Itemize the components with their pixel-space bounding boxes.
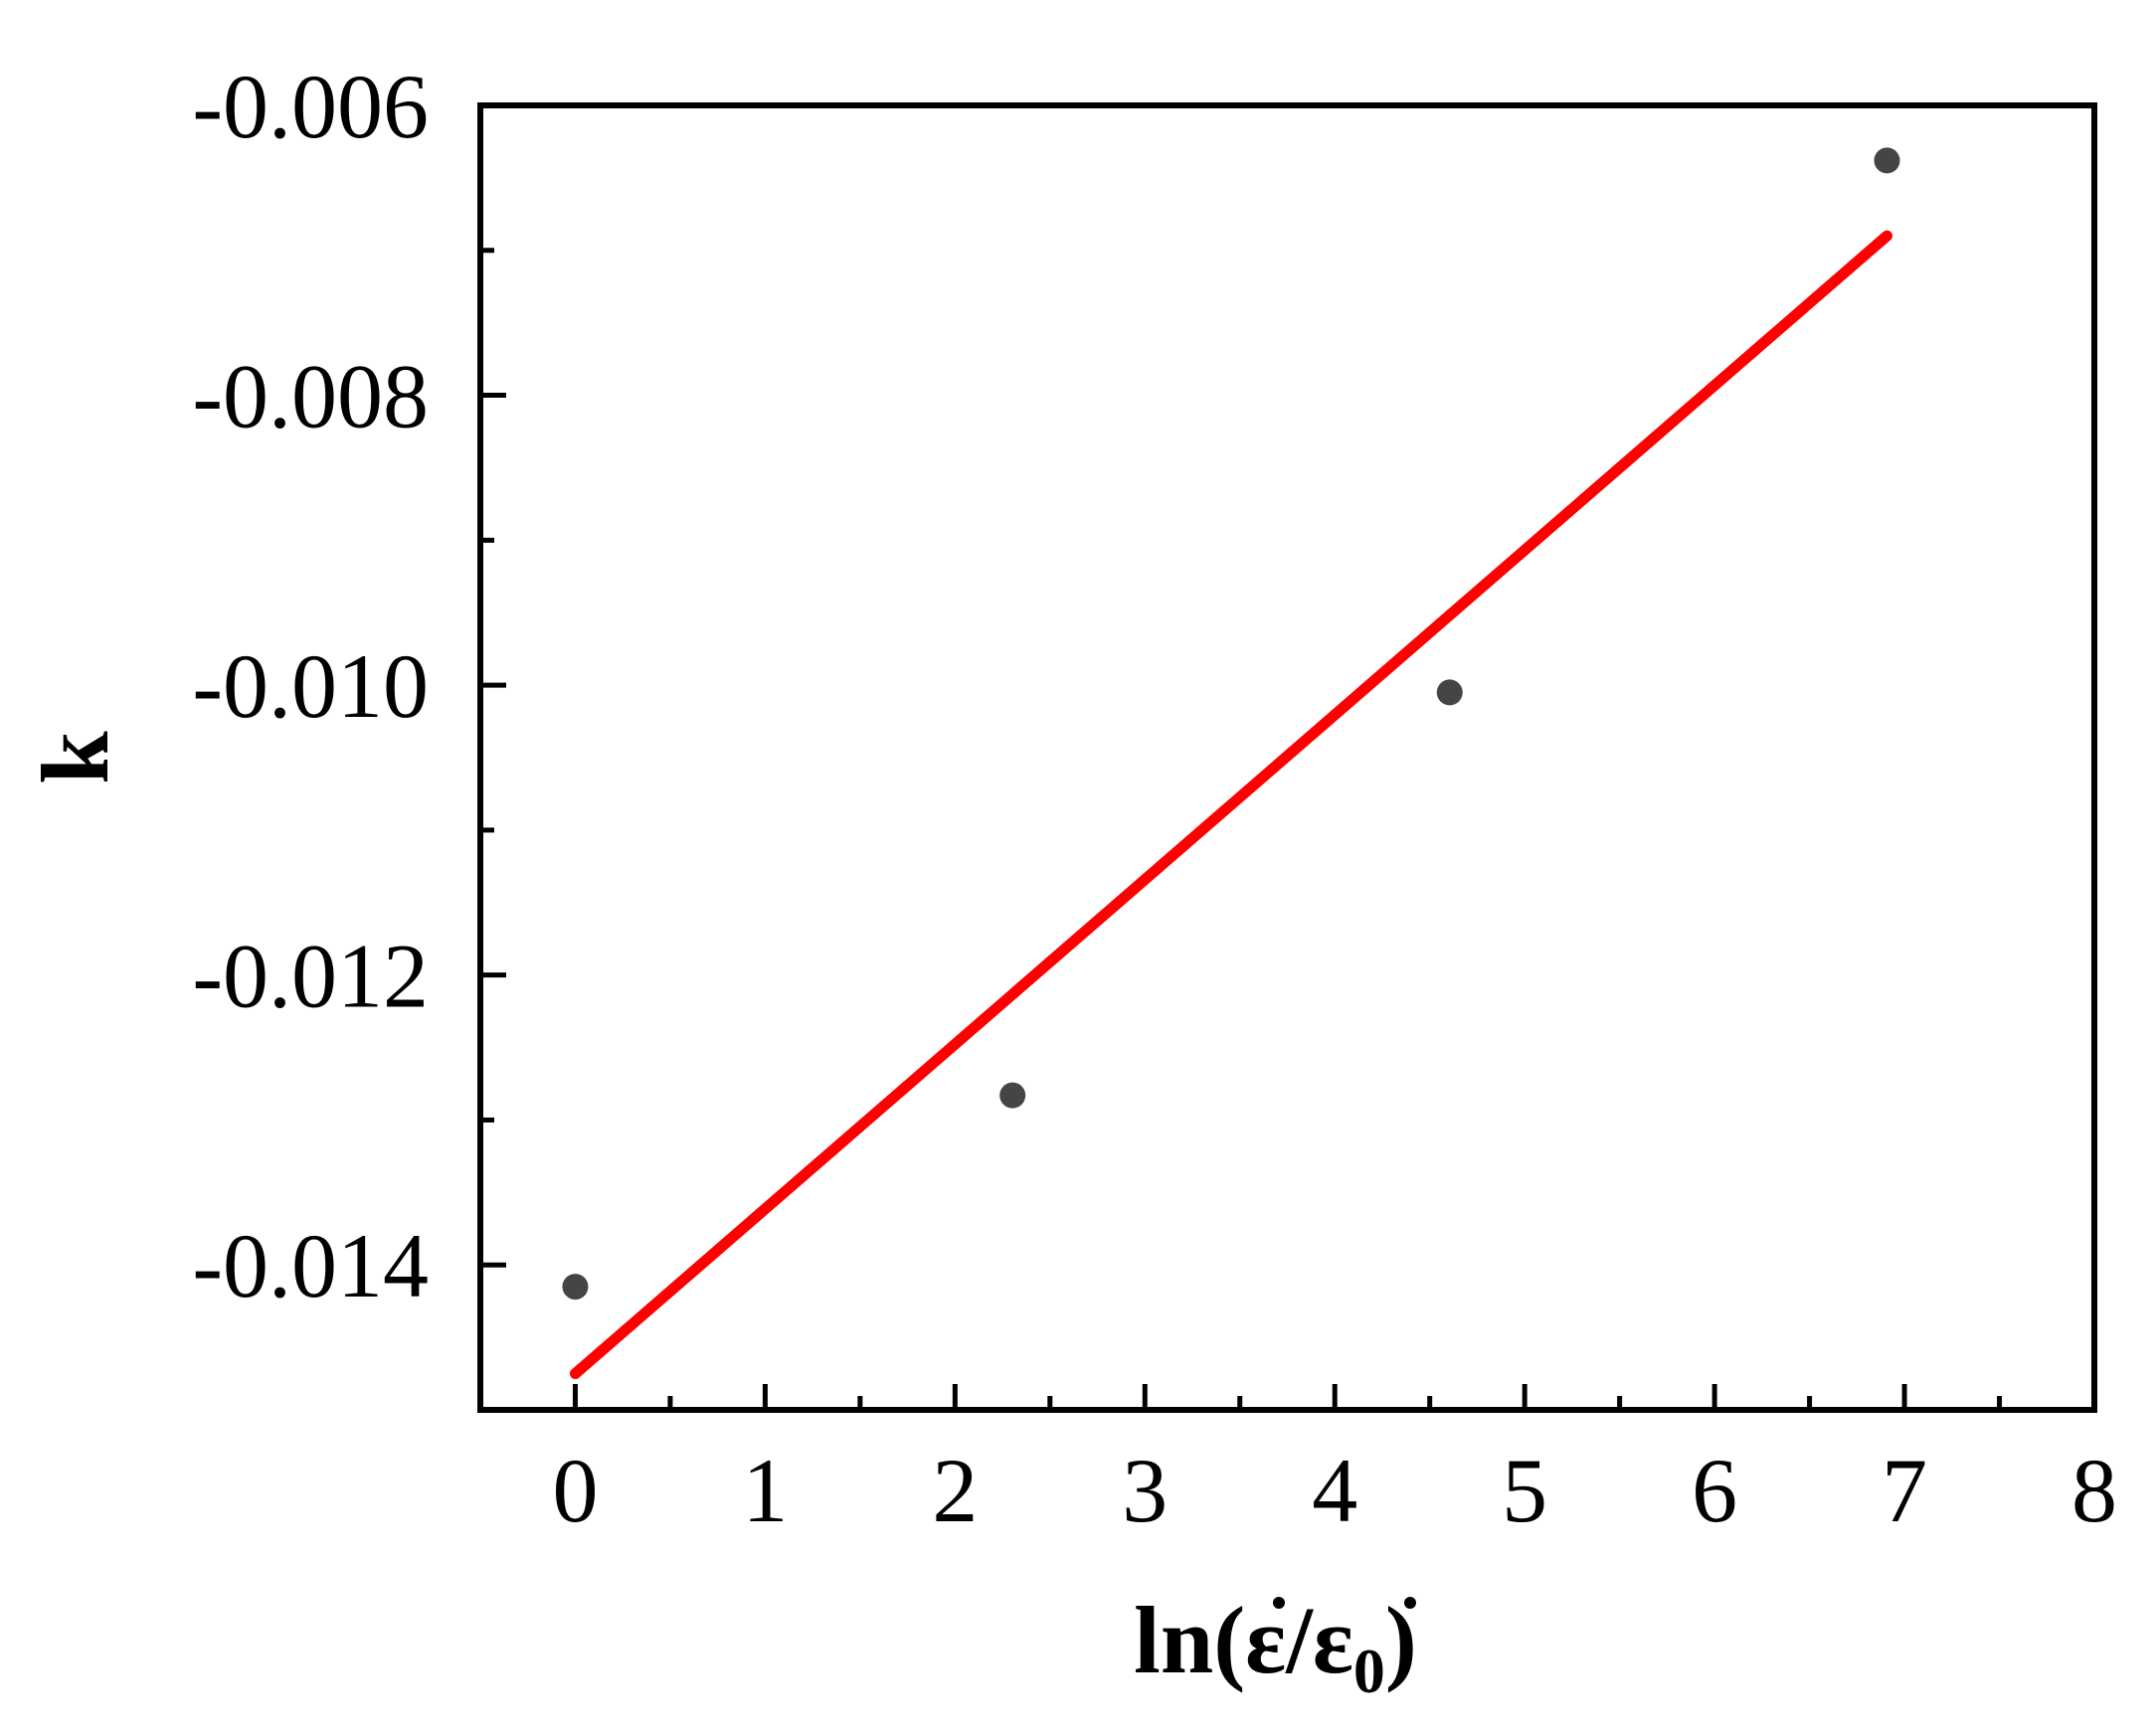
x-tick-label: 1 [742,1440,788,1541]
axis-titles: k ln(ε/ε0) [22,731,1417,1706]
y-tick-label: -0.006 [192,56,429,157]
plot-frame [477,102,2097,1413]
series-layer [562,147,1900,1380]
x-tick-label: 0 [552,1440,598,1541]
y-tick-label: -0.014 [192,1215,429,1316]
x-tick-label: 7 [1882,1440,1927,1541]
x-tick-label: 6 [1692,1440,1737,1541]
x-axis: 0 1 2 3 4 5 6 7 8 [477,1384,2117,1541]
data-point [1874,147,1900,174]
y-tick-label: -0.008 [192,346,429,447]
data-point [999,1082,1026,1109]
x-axis-title-denominator: ε [1313,1587,1353,1693]
x-axis-title-slash: / [1285,1587,1314,1693]
data-point [1436,679,1463,706]
x-axis-title-rate-dots [1273,1597,1416,1609]
x-axis-title-subscript: 0 [1353,1636,1385,1706]
fit-line [569,230,1892,1380]
x-tick-label: 4 [1312,1440,1357,1541]
x-tick-label: 3 [1122,1440,1168,1541]
y-tick-label: -0.010 [192,635,429,737]
x-tick-label: 8 [2071,1440,2117,1541]
epsilon-rate-dot [1404,1597,1416,1609]
y-axis-title: k [22,731,128,784]
x-tick-label: 5 [1502,1440,1547,1541]
data-point [562,1274,589,1301]
x-tick-label: 2 [932,1440,978,1541]
epsilon-rate-dot [1273,1597,1285,1609]
y-tick-label: -0.012 [192,926,429,1027]
plot-border [477,102,2097,1413]
x-axis-title: ln(ε/ε0) [1134,1587,1417,1706]
x-axis-title-prefix: ln( [1134,1587,1245,1693]
y-axis: -0.014 -0.012 -0.010 -0.008 -0.006 [192,56,506,1413]
